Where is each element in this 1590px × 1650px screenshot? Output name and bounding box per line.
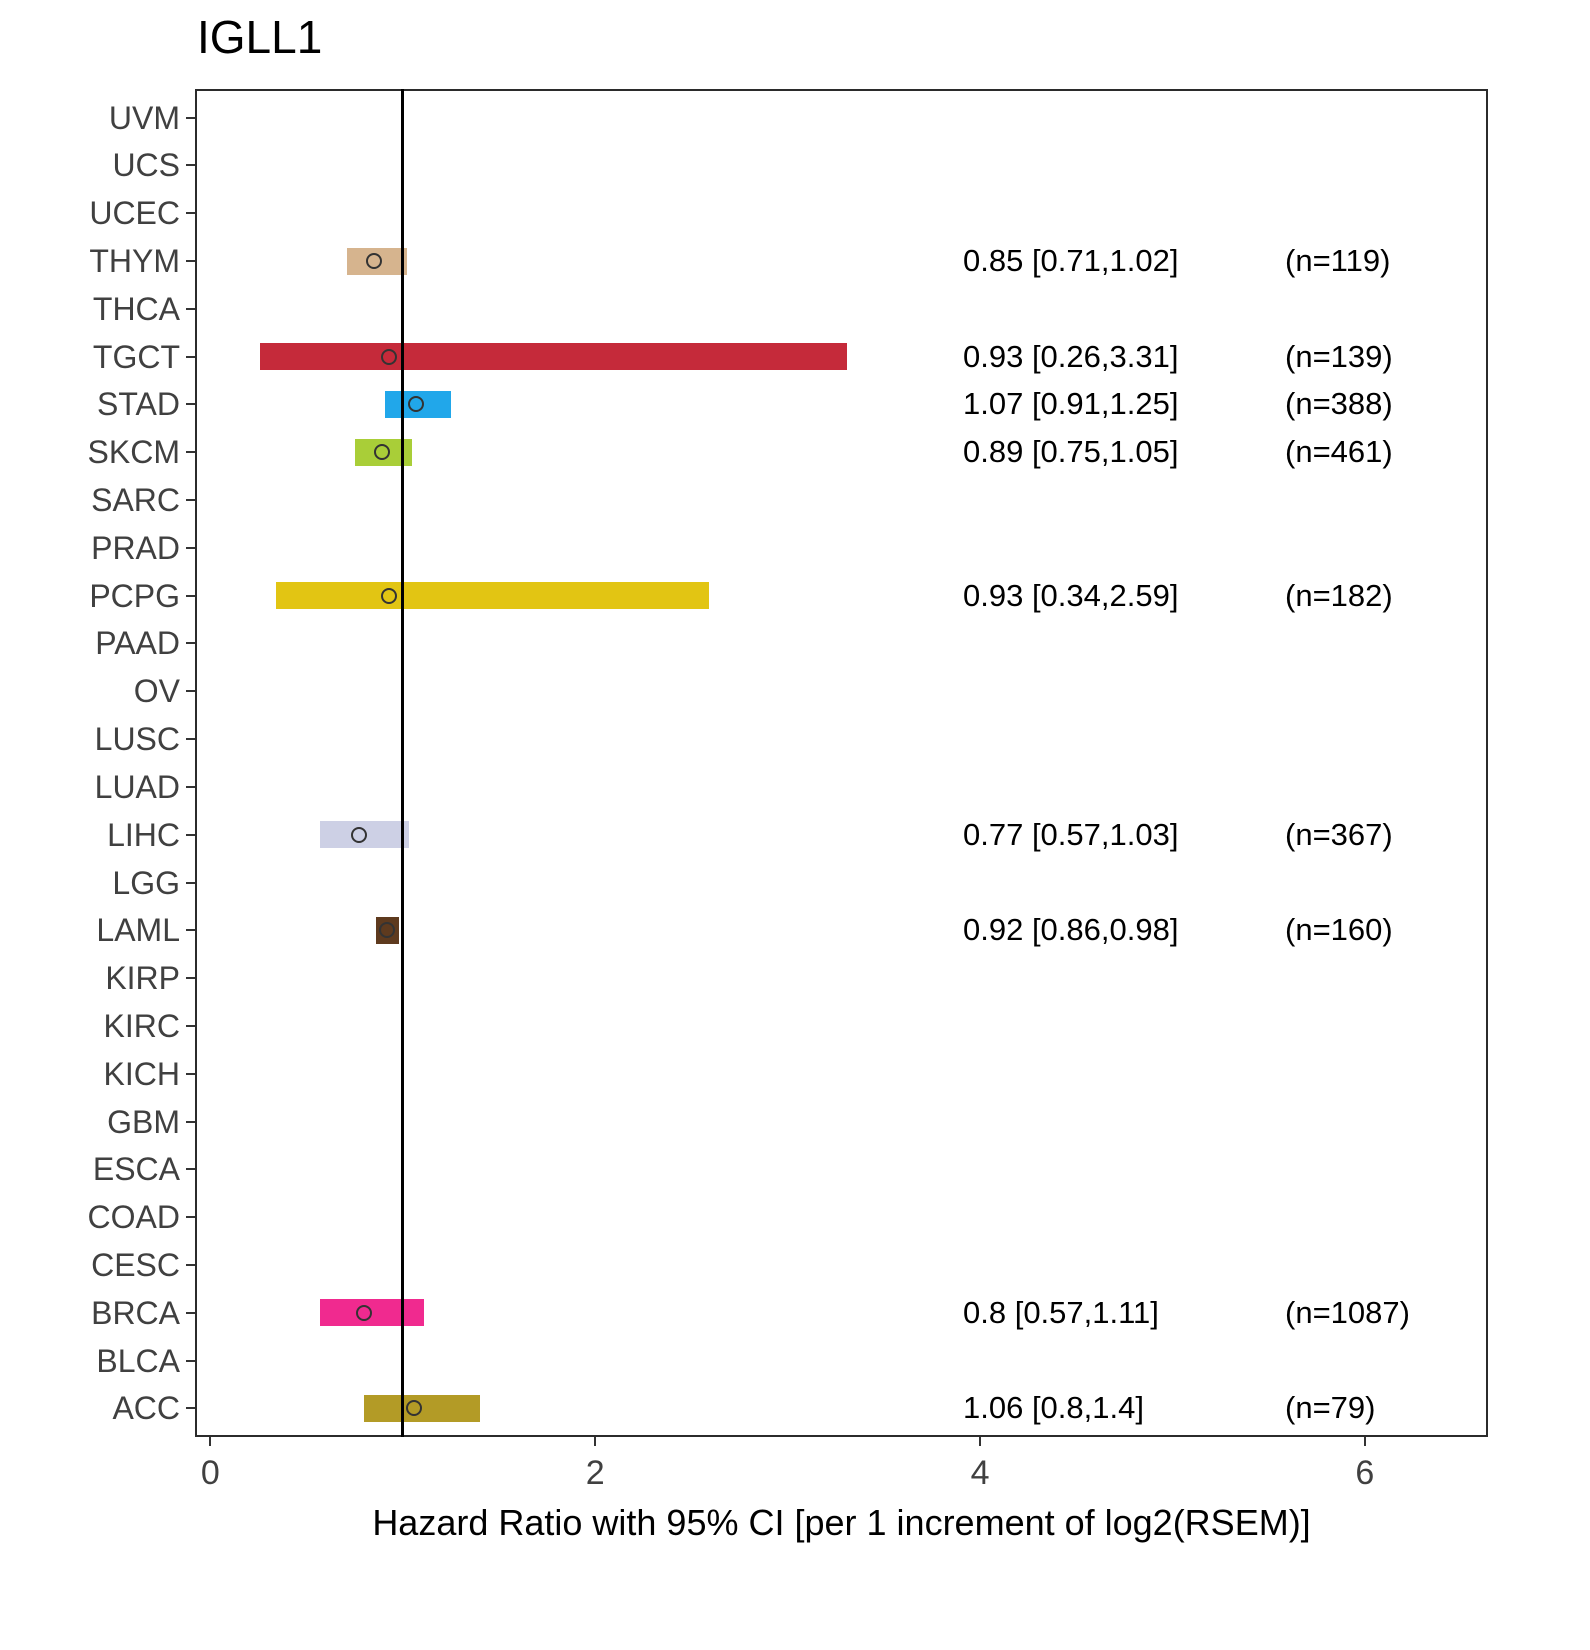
x-tick-label: 2 [585,1454,605,1492]
y-tick-mark [186,1216,195,1219]
y-axis-label: COAD [87,1199,180,1236]
ci-bar [275,582,709,610]
y-axis-label: SARC [91,482,180,519]
ci-bar [260,343,848,371]
y-tick-mark [186,307,195,310]
n-text: (n=388) [1285,386,1393,422]
estimate-marker [356,1304,373,1321]
n-text: (n=1087) [1285,1294,1410,1330]
ci-text: 1.07 [0.91,1.25] [963,386,1179,422]
y-tick-mark [186,164,195,167]
n-text: (n=160) [1285,912,1393,948]
y-axis-label: LIHC [107,816,180,853]
y-axis-label: UCEC [89,195,180,232]
n-text: (n=367) [1285,816,1393,852]
y-tick-mark [186,690,195,693]
y-axis-label: UCS [112,147,180,184]
y-tick-mark [186,116,195,119]
y-tick-mark [186,881,195,884]
estimate-marker [406,1400,423,1417]
ci-text: 0.92 [0.86,0.98] [963,912,1179,948]
y-axis-label: PAAD [95,625,180,662]
y-axis-label: BRCA [91,1294,180,1331]
x-tick-mark [1363,1437,1366,1446]
ci-text: 0.93 [0.34,2.59] [963,577,1179,613]
y-tick-mark [186,1263,195,1266]
ci-text: 0.93 [0.26,3.31] [963,338,1179,374]
y-tick-mark [186,642,195,645]
y-tick-mark [186,1407,195,1410]
x-tick-mark [209,1437,212,1446]
estimate-marker [350,826,367,843]
y-axis-label: CESC [91,1246,180,1283]
y-tick-mark [186,212,195,215]
estimate-marker [381,587,398,604]
y-tick-mark [186,785,195,788]
y-axis-label: THYM [89,243,180,280]
ci-text: 0.77 [0.57,1.03] [963,816,1179,852]
estimate-marker [365,253,382,270]
x-tick-mark [594,1437,597,1446]
y-tick-mark [186,1120,195,1123]
x-tick-mark [979,1437,982,1446]
x-tick-label: 0 [200,1454,220,1492]
y-tick-mark [186,594,195,597]
ci-text: 0.85 [0.71,1.02] [963,243,1179,279]
x-tick-label: 4 [970,1454,990,1492]
y-axis-label: SKCM [87,434,180,471]
y-tick-mark [186,451,195,454]
y-tick-mark [186,738,195,741]
estimate-marker [379,922,396,939]
y-axis-label: OV [133,673,180,710]
y-axis-label: PCPG [89,577,180,614]
n-text: (n=119) [1285,243,1391,279]
y-axis-label: PRAD [91,529,180,566]
y-tick-mark [186,1072,195,1075]
y-tick-mark [186,355,195,358]
y-axis-label: LGG [112,864,180,901]
ci-bar [364,1394,480,1422]
y-tick-mark [186,1024,195,1027]
n-text: (n=461) [1285,434,1393,470]
y-axis-label: LUAD [94,768,180,805]
reference-line [401,89,405,1437]
n-text: (n=79) [1285,1390,1376,1426]
y-axis-label: KIRP [105,960,180,997]
estimate-marker [381,348,398,365]
y-axis-label: KIRC [103,1007,180,1044]
plot-panel [195,89,1488,1437]
x-axis-title: Hazard Ratio with 95% CI [per 1 incremen… [372,1502,1311,1543]
y-tick-mark [186,833,195,836]
y-axis-label: TGCT [92,338,180,375]
y-tick-mark [186,1168,195,1171]
y-tick-mark [186,929,195,932]
y-tick-mark [186,403,195,406]
y-axis-label: KICH [103,1055,180,1092]
n-text: (n=139) [1285,338,1393,374]
n-text: (n=182) [1285,577,1393,613]
y-tick-mark [186,499,195,502]
y-tick-mark [186,1359,195,1362]
y-tick-mark [186,260,195,263]
y-axis-label: ESCA [92,1151,180,1188]
y-axis-label: GBM [107,1103,180,1140]
y-axis-label: BLCA [96,1342,180,1379]
y-tick-mark [186,1311,195,1314]
y-axis-label: STAD [97,386,180,423]
estimate-marker [373,444,390,461]
y-axis-label: LAML [96,912,180,949]
x-tick-label: 6 [1355,1454,1375,1492]
ci-text: 1.06 [0.8,1.4] [963,1390,1144,1426]
y-axis-label: LUSC [94,721,180,758]
estimate-marker [408,396,425,413]
y-axis-label: THCA [92,290,180,327]
plot-title: IGLL1 [197,11,323,63]
y-axis-label: ACC [112,1390,180,1427]
ci-text: 0.89 [0.75,1.05] [963,434,1179,470]
y-axis-label: UVM [108,99,180,136]
y-tick-mark [186,546,195,549]
ci-text: 0.8 [0.57,1.11] [963,1294,1159,1330]
y-tick-mark [186,977,195,980]
